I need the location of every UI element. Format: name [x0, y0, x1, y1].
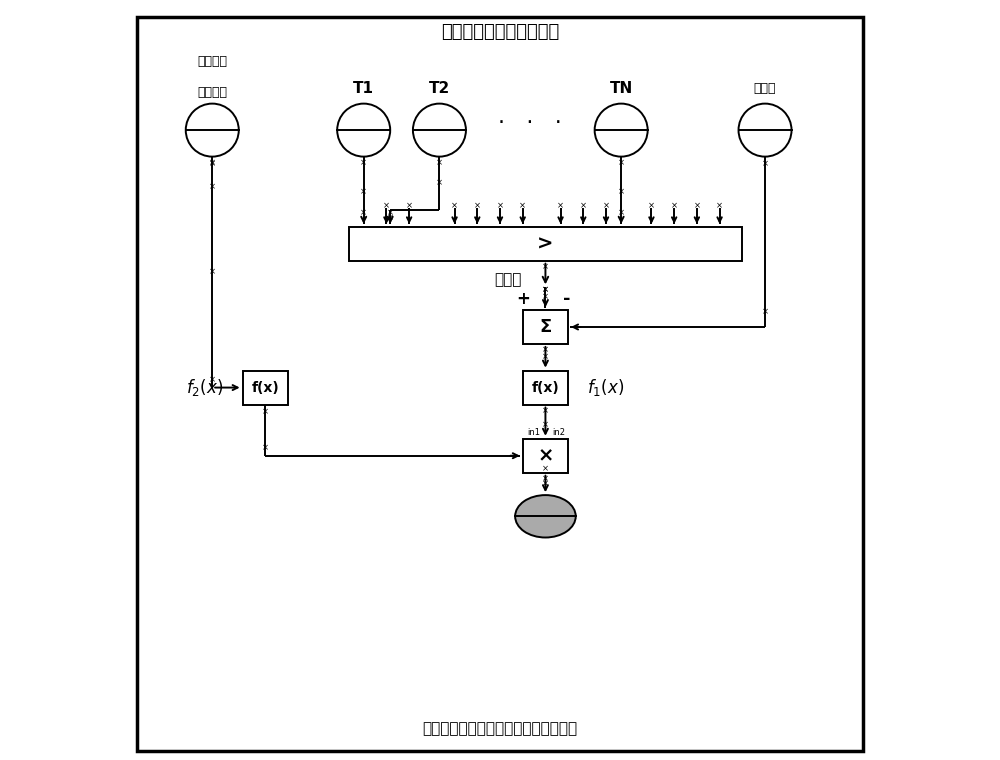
Text: ×: × [542, 292, 549, 301]
Text: ×: × [209, 375, 216, 385]
Text: ×: × [537, 446, 554, 465]
Bar [349, 226, 742, 261]
Text: ×: × [542, 353, 549, 362]
Text: ×: × [360, 187, 367, 196]
Text: ×: × [360, 158, 367, 167]
Text: ×: × [580, 201, 587, 210]
Text: T1: T1 [353, 81, 374, 96]
Text: 最大值: 最大值 [494, 272, 521, 287]
Text: 壁温最大: 壁温最大 [197, 86, 227, 99]
Bar [523, 371, 568, 404]
Text: ×: × [693, 201, 700, 210]
Text: ×: × [474, 201, 481, 210]
Text: ×: × [648, 201, 655, 210]
Text: ×: × [542, 474, 549, 483]
Text: ×: × [542, 420, 549, 429]
Text: in2: in2 [553, 428, 566, 437]
Text: >: > [537, 234, 554, 253]
Circle shape [186, 103, 239, 157]
Text: Σ: Σ [539, 318, 552, 336]
Circle shape [413, 103, 466, 157]
Text: 报警值: 报警值 [754, 82, 776, 95]
Text: ×: × [762, 160, 769, 169]
Text: ×: × [542, 480, 549, 488]
Circle shape [337, 103, 390, 157]
Bar [523, 310, 568, 344]
Text: T2: T2 [429, 81, 450, 96]
Text: ×: × [262, 407, 269, 416]
Text: ×: × [209, 268, 216, 277]
Text: ×: × [618, 158, 625, 167]
Text: ×: × [262, 444, 269, 453]
Text: 屏式过热器金属壁温测点: 屏式过热器金属壁温测点 [441, 23, 559, 41]
Text: +: + [516, 290, 530, 308]
Text: ×: × [360, 208, 367, 217]
Bar [243, 371, 288, 404]
Ellipse shape [515, 495, 576, 537]
Text: ×: × [496, 201, 503, 210]
Text: ×: × [387, 214, 394, 223]
Text: ×: × [603, 201, 610, 210]
Text: $f_2(x)$: $f_2(x)$ [186, 377, 223, 398]
Circle shape [595, 103, 648, 157]
Text: f(x): f(x) [532, 381, 559, 394]
Circle shape [739, 103, 792, 157]
Text: ×: × [542, 262, 549, 271]
Text: ×: × [209, 158, 216, 167]
Text: 燃料或给水或两侧屏过减温水控制前馈: 燃料或给水或两侧屏过减温水控制前馈 [422, 720, 578, 736]
Text: f(x): f(x) [251, 381, 279, 394]
Text: ×: × [519, 201, 526, 210]
Text: ×: × [762, 307, 769, 316]
Text: ×: × [716, 201, 723, 210]
Text: ×: × [436, 158, 443, 167]
Text: ×: × [383, 201, 390, 210]
Text: ×: × [209, 160, 216, 169]
Text: ×: × [209, 182, 216, 192]
Text: ×: × [387, 208, 394, 217]
Text: ×: × [618, 208, 625, 217]
Text: ×: × [542, 346, 549, 355]
Text: ×: × [542, 285, 549, 294]
Text: ×: × [406, 201, 413, 210]
Text: $f_1(x)$: $f_1(x)$ [587, 377, 625, 398]
Text: ×: × [542, 285, 549, 294]
Text: ·   ·   ·: · · · [498, 112, 562, 132]
Text: 温升速率: 温升速率 [197, 55, 227, 68]
Text: TN: TN [610, 81, 633, 96]
Text: ×: × [671, 201, 678, 210]
Text: ×: × [451, 201, 458, 210]
Text: ×: × [618, 187, 625, 196]
Text: ×: × [542, 464, 549, 473]
Text: ×: × [557, 201, 564, 210]
FancyBboxPatch shape [137, 17, 863, 751]
Text: ×: × [436, 179, 443, 188]
Text: -: - [563, 290, 570, 308]
Bar [523, 439, 568, 473]
Text: ×: × [542, 406, 549, 415]
Text: in1: in1 [528, 428, 541, 437]
